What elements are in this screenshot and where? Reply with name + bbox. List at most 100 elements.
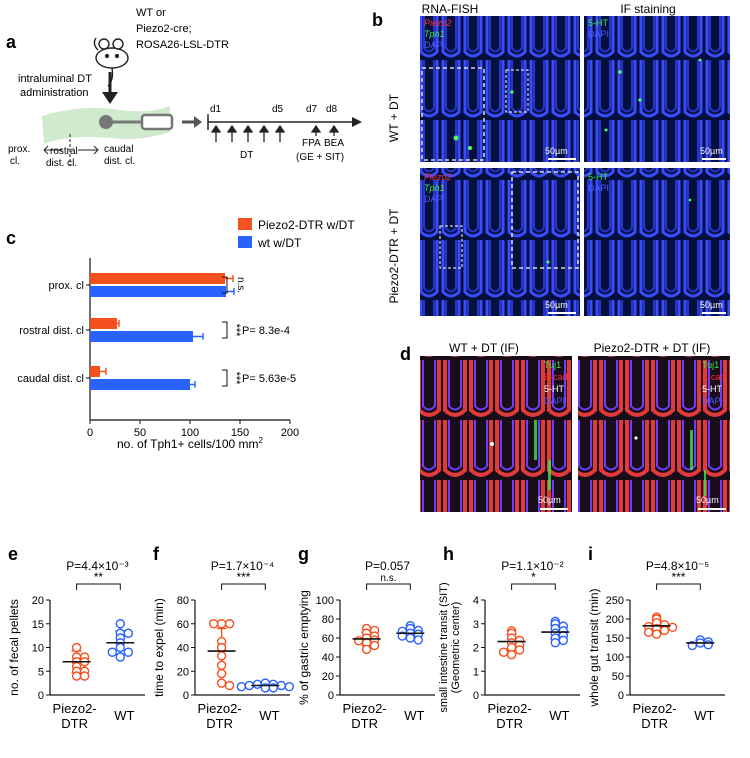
- i-point-0-8: [643, 627, 654, 637]
- c-err-0-1: [117, 320, 120, 327]
- h-pvalue: P=1.1×10⁻²: [501, 559, 563, 573]
- mouse-label-3: ROSA26-LSL-DTR: [136, 39, 229, 51]
- col-title-if: IF staining: [620, 2, 675, 16]
- row-label-wt: WT + DT: [387, 93, 401, 142]
- tph1-signals: [453, 58, 702, 264]
- g-ytick-label-1: 20: [322, 671, 334, 683]
- g-point-1-7: [405, 633, 415, 643]
- g-point-0-6: [353, 636, 364, 646]
- c-xtick-label-2: 100: [181, 427, 199, 439]
- c-sig-bracket-1: [222, 321, 228, 339]
- e-ytick-label-0: 0: [38, 690, 44, 702]
- c-sig-stars-2: ***: [230, 372, 242, 386]
- d-wt-label-tuj1: Tuj1: [544, 360, 561, 370]
- i-point-0-5: [667, 622, 678, 633]
- d-piezo-label-5ht: 5-HT: [702, 384, 723, 394]
- d-piezo-label-tuj1: Tuj1: [702, 360, 719, 370]
- h-sig-stars: *: [531, 570, 536, 584]
- panel-b: b RNA-FISH IF staining WT + DT Piezo2-DT…: [372, 2, 730, 316]
- f-xcat-0a: Piezo2-: [198, 701, 242, 716]
- tuj1-signals: [534, 420, 706, 496]
- fish-wt-label-tph1: Tph1: [424, 29, 445, 39]
- i-ytick-label-0: 0: [618, 690, 624, 702]
- d-piezo-label-dapi: DAPI: [702, 396, 723, 406]
- c-bar-1-1: [90, 331, 193, 342]
- panel-e: e P=4.4×10⁻³** 0 5 10 15 20 no. of fecal pellet…: [7, 544, 145, 731]
- rostral-label-1: rostral: [50, 146, 78, 157]
- f-point-0-0: [216, 619, 227, 629]
- row-label-piezo: Piezo2-DTR + DT: [387, 208, 401, 304]
- panel-letter-c: c: [6, 228, 16, 248]
- prox-label-2: cl.: [10, 156, 20, 167]
- i-point-0-9: [651, 629, 662, 639]
- c-err-1-2: [190, 381, 196, 388]
- e-xcat-0b: DTR: [61, 716, 88, 731]
- if-wt-image: [584, 16, 730, 162]
- f-xcat-1: WT: [259, 708, 279, 723]
- i-point-0-7: [659, 625, 670, 636]
- g-ytick-label-5: 100: [316, 595, 334, 607]
- e-ytick-label-2: 10: [32, 643, 44, 655]
- e-point-1-0: [115, 619, 126, 629]
- legend-piezo: Piezo2-DTR w/DT: [258, 218, 355, 232]
- h-ytick-label-1: 1: [473, 666, 479, 678]
- i-ytick-label-2: 100: [606, 652, 624, 664]
- mouse-label-2: Piezo2-cre;: [136, 23, 192, 35]
- c-err-0-2: [100, 368, 107, 375]
- g-xcat-1: WT: [404, 708, 424, 723]
- if-piezo-image: [584, 168, 730, 316]
- f-point-0-2: [208, 619, 219, 629]
- d-piezo-label-ecad: E-cad: [702, 372, 726, 382]
- fish-wt-roi: [505, 69, 529, 113]
- h-ytick-label-2: 2: [473, 643, 479, 655]
- c-sig-bracket-0: [222, 276, 228, 294]
- e-point-1-5: [115, 642, 126, 653]
- c-bar-0-0: [90, 273, 225, 284]
- c-sig-stars-0: n.s.: [235, 277, 246, 293]
- fish-piezo-inset: [511, 171, 579, 269]
- panel-letter-i: i: [588, 544, 593, 564]
- f-point-0-7: [216, 668, 227, 679]
- f-point-0-8: [216, 678, 227, 688]
- if-wt-dt-image: [420, 356, 572, 512]
- scale-if-piezo: 50µm: [700, 300, 723, 310]
- e-point-0-8: [71, 671, 82, 681]
- panel-h: h P=1.1×10⁻²* 0 1 2 3 4 small intestine transit…: [438, 544, 580, 731]
- d-scale-wt: 50µm: [538, 495, 561, 505]
- d-scale-bar-wt: [540, 508, 568, 510]
- c-xlabel: no. of Tph1+ cells/100 mm2: [117, 436, 264, 451]
- legend-swatch-piezo: [238, 218, 252, 230]
- c-bar-0-2: [90, 366, 100, 377]
- e-xcat-0a: Piezo2-: [53, 701, 97, 716]
- i-xcat-1: WT: [694, 708, 714, 723]
- fish-wt-label-piezo2: Piezo2: [424, 18, 452, 28]
- e-point-0-9: [79, 671, 90, 681]
- g-point-0-9: [361, 644, 372, 655]
- g-sig-stars: n.s.: [380, 573, 396, 584]
- panel-letter-a: a: [6, 32, 17, 52]
- catheter-body: [140, 113, 174, 131]
- i-ytick-label-1: 50: [612, 671, 624, 683]
- day-d1: d1: [210, 104, 222, 115]
- mouse-icon: [93, 37, 129, 87]
- if-piezo-label-dapi: DAPI: [588, 183, 609, 193]
- caudal-label-1: caudal: [104, 144, 133, 155]
- c-bar-0-1: [90, 318, 117, 329]
- fish-piezo-label-piezo2: Piezo2: [424, 172, 452, 182]
- h-point-1-9: [550, 638, 560, 648]
- fpa-label: FPA: [302, 138, 321, 149]
- fish-wt-inset: [421, 67, 485, 161]
- d-wt-label-5ht: 5-HT: [544, 384, 565, 394]
- e-point-0-0: [71, 642, 82, 653]
- i-point-1-3: [703, 640, 713, 650]
- fish-piezo-label-dapi: DAPI: [424, 194, 445, 204]
- e-sig-stars: **: [94, 570, 104, 584]
- fish-piezo-label-tph1: Tph1: [424, 183, 445, 193]
- c-bar-1-0: [90, 286, 226, 297]
- to-timeline-head: [194, 116, 202, 128]
- i-xcat-0a: Piezo2-: [633, 701, 677, 716]
- g-sig-bracket: [366, 583, 411, 590]
